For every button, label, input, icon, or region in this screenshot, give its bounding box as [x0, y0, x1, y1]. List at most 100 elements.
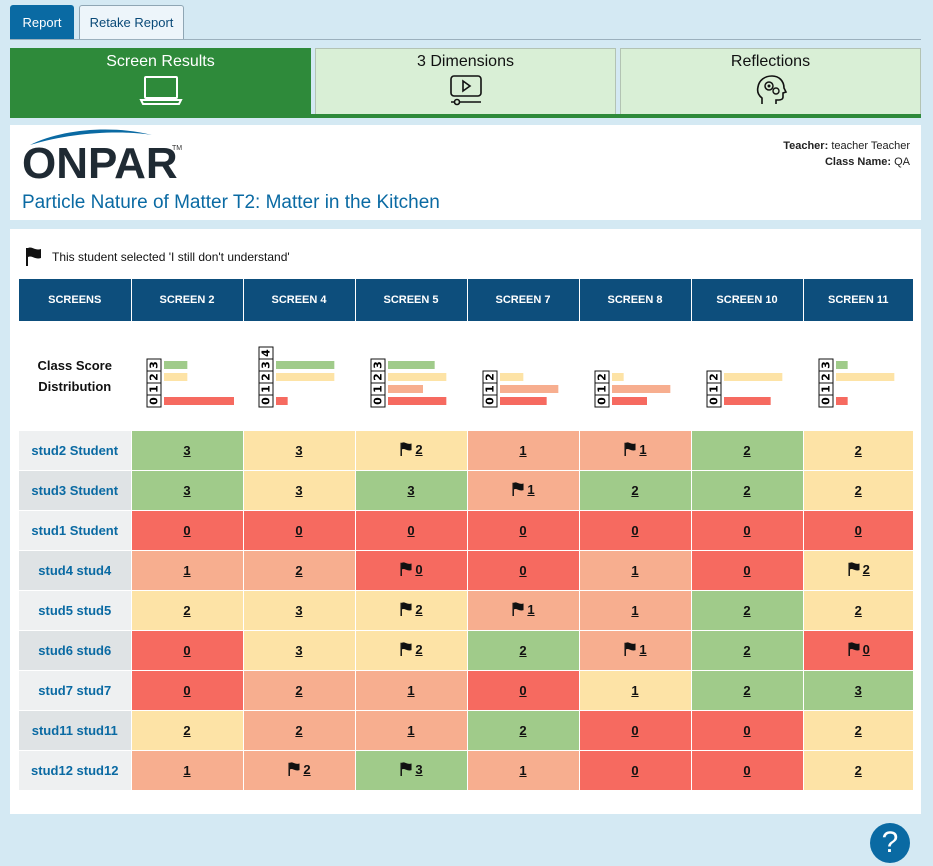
student-name-link[interactable]: stud6 stud6 — [19, 630, 132, 671]
score-link[interactable]: 0 — [519, 563, 526, 578]
score-link[interactable]: 0 — [519, 683, 526, 698]
distribution-row: Class Score Distribution 0 1 2 3 0 1 2 3 4 0 1 2 3… — [19, 321, 913, 431]
score-link[interactable]: 1 — [519, 443, 526, 458]
student-name-link[interactable]: stud12 stud12 — [19, 750, 132, 791]
score-value: 2 — [415, 441, 423, 457]
score-link[interactable]: 1 — [631, 603, 638, 618]
table-row: stud1 Student 0 0 0 0 0 0 0 — [19, 510, 913, 551]
score-cell: 1 — [467, 750, 580, 791]
score-link[interactable]: 0 — [631, 523, 638, 538]
score-value: 1 — [183, 763, 191, 778]
score-link[interactable]: 1 — [631, 683, 638, 698]
score-link[interactable]: 3 — [183, 443, 190, 458]
student-name-link[interactable]: stud7 stud7 — [19, 670, 132, 711]
tab-reflections[interactable]: Reflections — [620, 48, 921, 114]
score-link[interactable]: 2 — [855, 483, 862, 498]
score-cell: 3 — [355, 470, 468, 511]
score-link[interactable]: 1 — [623, 642, 647, 657]
score-link[interactable]: 0 — [399, 562, 423, 577]
score-link[interactable]: 0 — [183, 523, 190, 538]
score-link[interactable]: 2 — [743, 483, 750, 498]
score-link[interactable]: 0 — [743, 563, 750, 578]
score-link[interactable]: 2 — [399, 441, 423, 457]
score-link[interactable]: 0 — [631, 723, 638, 738]
score-link[interactable]: 1 — [511, 602, 535, 617]
score-link[interactable]: 0 — [183, 643, 190, 658]
score-link[interactable]: 2 — [295, 723, 302, 738]
score-link[interactable]: 2 — [183, 723, 190, 738]
page-title: Particle Nature of Matter T2: Matter in … — [22, 192, 440, 213]
score-link[interactable]: 2 — [743, 603, 750, 618]
tab-3-dimensions[interactable]: 3 Dimensions — [315, 48, 616, 114]
distribution-bar — [387, 385, 423, 393]
score-cell: 2 — [131, 590, 244, 631]
score-link[interactable]: 0 — [183, 683, 190, 698]
tab-report[interactable]: Report — [10, 5, 74, 39]
score-cell: 1 — [467, 470, 580, 511]
score-link[interactable]: 0 — [519, 523, 526, 538]
tab-retake-report[interactable]: Retake Report — [79, 5, 184, 39]
score-link[interactable]: 1 — [183, 763, 190, 778]
score-link[interactable]: 3 — [295, 603, 302, 618]
score-link[interactable]: 3 — [295, 483, 302, 498]
score-value: 2 — [183, 603, 191, 618]
score-cell: 0 — [691, 510, 804, 551]
score-link[interactable]: 2 — [855, 763, 862, 778]
student-name-link[interactable]: stud4 stud4 — [19, 550, 132, 591]
score-value: 3 — [295, 483, 303, 498]
score-link[interactable]: 2 — [399, 642, 423, 657]
score-link[interactable]: 2 — [295, 563, 302, 578]
score-link[interactable]: 2 — [183, 603, 190, 618]
score-link[interactable]: 3 — [295, 643, 302, 658]
student-name-link[interactable]: stud11 stud11 — [19, 710, 132, 751]
score-link[interactable]: 2 — [743, 643, 750, 658]
score-link[interactable]: 0 — [855, 523, 862, 538]
score-link[interactable]: 2 — [631, 483, 638, 498]
teacher-label: Teacher: — [783, 140, 829, 152]
score-link[interactable]: 1 — [631, 563, 638, 578]
score-value: 2 — [854, 763, 862, 778]
score-link[interactable]: 1 — [519, 763, 526, 778]
score-link[interactable]: 3 — [855, 683, 862, 698]
score-link[interactable]: 2 — [287, 762, 311, 777]
score-link[interactable]: 0 — [407, 523, 414, 538]
help-button[interactable]: ? — [870, 823, 910, 863]
score-link[interactable]: 0 — [743, 723, 750, 738]
score-link[interactable]: 2 — [519, 723, 526, 738]
distribution-cell: 0 1 2 — [467, 321, 580, 431]
score-link[interactable]: 1 — [407, 723, 414, 738]
score-link[interactable]: 2 — [855, 723, 862, 738]
score-cell: 2 — [579, 470, 692, 511]
score-link[interactable]: 3 — [183, 483, 190, 498]
score-cell: 2 — [355, 630, 468, 671]
score-link[interactable]: 2 — [855, 443, 862, 458]
score-link[interactable]: 2 — [743, 443, 750, 458]
score-link[interactable]: 0 — [295, 523, 302, 538]
score-value: 2 — [631, 483, 639, 498]
score-link[interactable]: 0 — [631, 763, 638, 778]
score-link[interactable]: 1 — [183, 563, 190, 578]
score-link[interactable]: 1 — [623, 442, 647, 457]
score-link[interactable]: 3 — [295, 443, 302, 458]
score-link[interactable]: 0 — [847, 642, 870, 657]
score-link[interactable]: 3 — [399, 762, 423, 777]
distribution-chart: 0 1 2 3 4 — [244, 321, 355, 430]
student-name-link[interactable]: stud1 Student — [19, 510, 132, 551]
student-name-link[interactable]: stud3 Student — [19, 470, 132, 511]
score-link[interactable]: 1 — [511, 482, 535, 497]
score-link[interactable]: 2 — [519, 643, 526, 658]
score-link[interactable]: 1 — [407, 683, 414, 698]
score-link[interactable]: 2 — [399, 602, 423, 617]
score-link[interactable]: 0 — [743, 763, 750, 778]
score-link[interactable]: 2 — [855, 603, 862, 618]
score-cell: 0 — [579, 750, 692, 791]
score-link[interactable]: 2 — [847, 562, 870, 577]
score-link[interactable]: 2 — [743, 683, 750, 698]
score-link[interactable]: 3 — [407, 483, 414, 498]
student-name-link[interactable]: stud2 Student — [19, 430, 132, 471]
tab-screen-results[interactable]: Screen Results — [10, 48, 311, 114]
score-link[interactable]: 0 — [743, 523, 750, 538]
student-name-link[interactable]: stud5 stud5 — [19, 590, 132, 631]
score-value: 3 — [295, 443, 303, 458]
score-link[interactable]: 2 — [295, 683, 302, 698]
